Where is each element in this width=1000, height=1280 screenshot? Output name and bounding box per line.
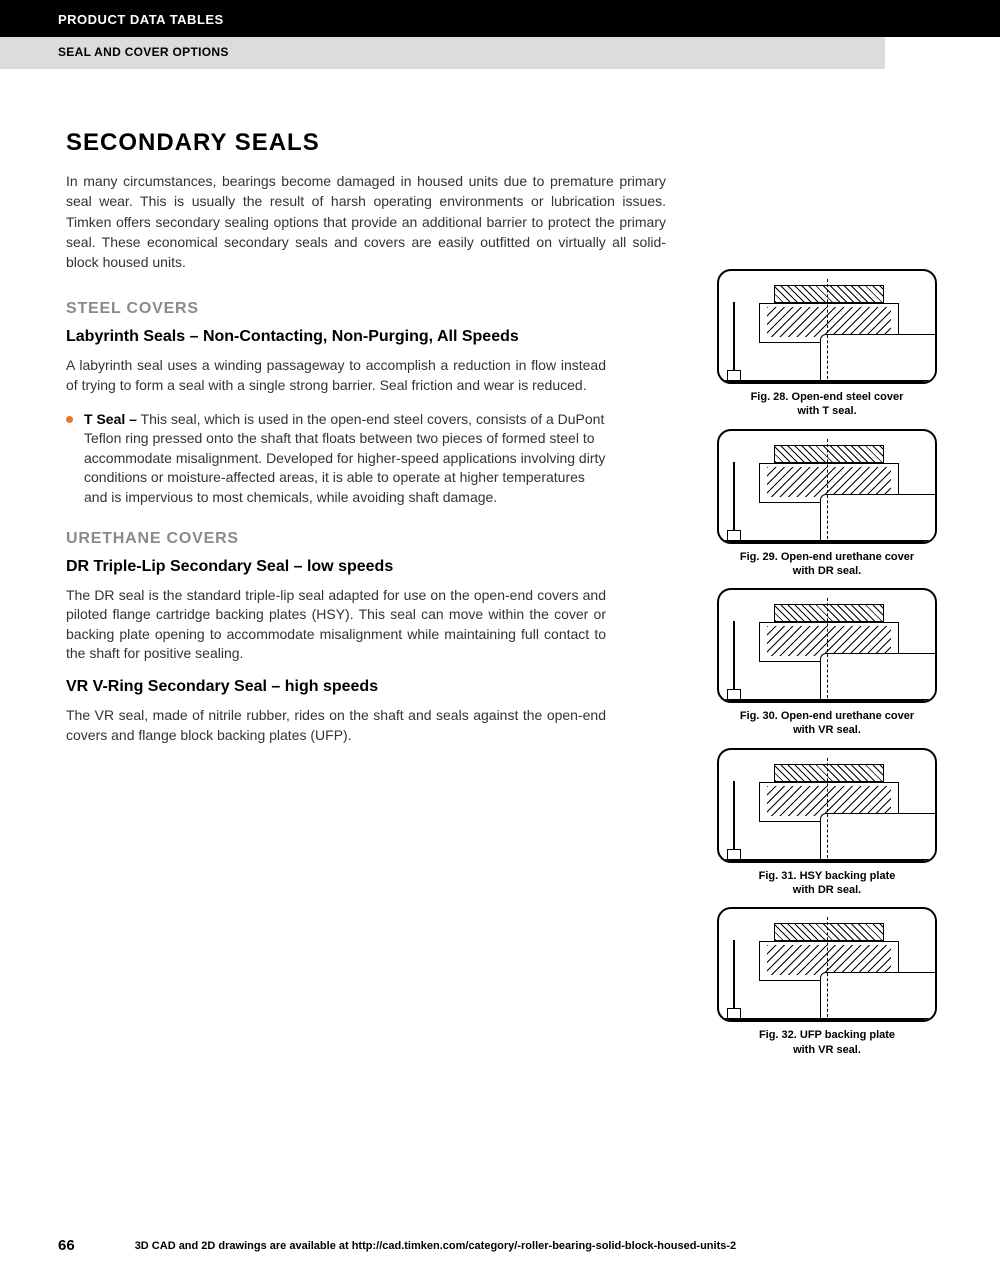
labyrinth-subheading: Labyrinth Seals – Non-Contacting, Non-Pu… (66, 328, 688, 346)
figure-30: Fig. 30. Open-end urethane coverwith VR … (712, 588, 942, 738)
figure-28: Fig. 28. Open-end steel coverwith T seal… (712, 269, 942, 419)
figure-29: Fig. 29. Open-end urethane coverwith DR … (712, 429, 942, 579)
vr-paragraph: The VR seal, made of nitrile rubber, rid… (66, 706, 606, 745)
tseal-text: This seal, which is used in the open-end… (84, 411, 605, 505)
tseal-label: T Seal – (84, 411, 137, 427)
left-column: SECONDARY SEALS In many circumstances, b… (66, 129, 688, 1067)
dr-subheading: DR Triple-Lip Secondary Seal – low speed… (66, 558, 688, 576)
figure-28-caption: Fig. 28. Open-end steel coverwith T seal… (712, 390, 942, 419)
vr-subheading: VR V-Ring Secondary Seal – high speeds (66, 678, 688, 696)
figure-30-diagram (717, 588, 937, 703)
figure-31: Fig. 31. HSY backing platewith DR seal. (712, 748, 942, 898)
page-content: SECONDARY SEALS In many circumstances, b… (0, 69, 1000, 1067)
figure-30-caption: Fig. 30. Open-end urethane coverwith VR … (712, 709, 942, 738)
figure-29-caption: Fig. 29. Open-end urethane coverwith DR … (712, 550, 942, 579)
dr-paragraph: The DR seal is the standard triple-lip s… (66, 586, 606, 664)
page-footer: 66 3D CAD and 2D drawings are available … (58, 1237, 942, 1254)
page-number: 66 (58, 1237, 75, 1254)
right-column: Fig. 28. Open-end steel coverwith T seal… (712, 129, 942, 1067)
figure-32: Fig. 32. UFP backing platewith VR seal. (712, 907, 942, 1057)
figure-31-caption: Fig. 31. HSY backing platewith DR seal. (712, 869, 942, 898)
intro-paragraph: In many circumstances, bearings become d… (66, 171, 666, 272)
page-title: SECONDARY SEALS (66, 129, 688, 157)
urethane-heading: URETHANE COVERS (66, 530, 688, 548)
figure-29-diagram (717, 429, 937, 544)
header-gray: SEAL AND COVER OPTIONS (0, 37, 885, 69)
header-black: PRODUCT DATA TABLES (0, 0, 1000, 37)
tseal-bullet: T Seal – This seal, which is used in the… (66, 410, 606, 508)
figure-32-diagram (717, 907, 937, 1022)
figure-31-diagram (717, 748, 937, 863)
steel-heading: STEEL COVERS (66, 300, 688, 318)
figure-28-diagram (717, 269, 937, 384)
labyrinth-paragraph: A labyrinth seal uses a winding passagew… (66, 356, 606, 395)
figure-32-caption: Fig. 32. UFP backing platewith VR seal. (712, 1028, 942, 1057)
footer-text: 3D CAD and 2D drawings are available at … (135, 1240, 736, 1252)
